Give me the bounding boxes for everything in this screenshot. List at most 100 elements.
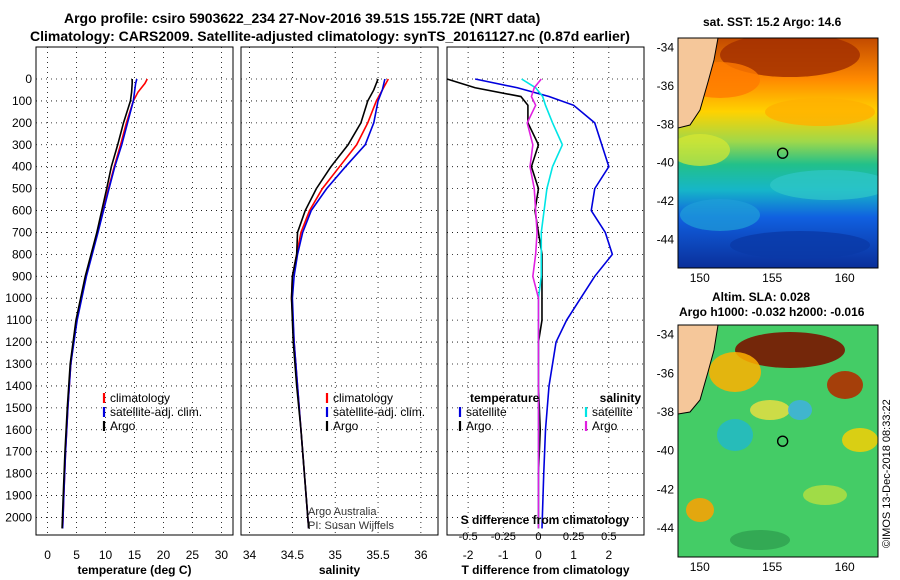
legend-label: Argo <box>110 419 136 433</box>
sla-map-lat-label: -36 <box>657 366 675 380</box>
legend-label: satellite-adj. clim. <box>333 405 425 419</box>
panel-3-xtick-top-label: 0 <box>535 531 541 543</box>
legend-label: Argo <box>466 419 492 433</box>
ytick-label: 700 <box>12 225 32 239</box>
panel-2-xtick-label: 35.5 <box>366 548 390 562</box>
sst-map-lon-label: 155 <box>762 271 782 285</box>
panel-1: 0 5 10 15 20 25 30 temperature (deg C) <box>35 46 234 577</box>
ytick-label: 1700 <box>5 445 32 459</box>
panel-1-series-argo <box>61 79 133 529</box>
legend-label: satellite-adj. clim. <box>110 405 202 419</box>
panel-3-xtick-top-label: -0.25 <box>491 531 516 543</box>
ytick-label: 1200 <box>5 335 32 349</box>
legend-title-temperature: temperature <box>470 391 540 405</box>
sla-map-title-argo-heights: Argo h1000: -0.032 h2000: -0.016 <box>679 305 865 319</box>
panel-3-xtick-label: -2 <box>463 548 474 562</box>
panel-2-xtick-label: 36 <box>414 548 428 562</box>
panel-3-xlabel: T difference from climatology <box>461 563 629 577</box>
sst-map-lat-label: -40 <box>657 156 675 170</box>
ytick-label: 1100 <box>6 313 32 327</box>
panel-3-series-temperature-satellite <box>474 78 614 529</box>
panel-2-xtick-label: 34 <box>243 548 257 562</box>
sst-map-lat-label: -36 <box>657 79 675 93</box>
ytick-label: 1900 <box>5 489 32 503</box>
panel-2-series-satellite-adj-clim- <box>291 78 386 529</box>
sst-map-lon-label: 160 <box>835 271 855 285</box>
ytick-label: 500 <box>12 182 32 196</box>
panel-3: -2 -1 0 1 2T difference from climatology <box>446 46 645 577</box>
panel-1-xtick-label: 0 <box>44 548 51 562</box>
ytick-label: 1000 <box>5 291 32 305</box>
land-australia <box>678 38 718 128</box>
panel-3-xtick-label: -1 <box>498 548 509 562</box>
legend-label: satellite <box>466 405 507 419</box>
panel-2-series-climatology <box>290 78 390 529</box>
panel-3-xtick-top-label: 0.5 <box>601 531 616 543</box>
ytick-label: 1300 <box>5 357 32 371</box>
panel-3-series-temperature-argo <box>446 78 543 529</box>
land-australia-sla <box>678 325 718 414</box>
sst-map-lat-label: -34 <box>657 41 675 55</box>
attribution-program: Argo Australia <box>308 506 377 518</box>
legend-label: Argo <box>333 419 359 433</box>
attribution: Argo Australia PI: Susan Wijffels <box>308 505 394 533</box>
ytick-label: 1400 <box>5 379 32 393</box>
sla-map-lat-label: -44 <box>657 521 675 535</box>
panel-2: 34 34.5 35 35.5 36 salinity <box>240 46 439 577</box>
panel-3-xtick-top-label: 0.25 <box>563 531 584 543</box>
legend-label: climatology <box>333 391 393 405</box>
ytick-label: 100 <box>12 94 32 108</box>
sst-map-lat-label: -44 <box>657 232 675 246</box>
sla-map-lon-label: 160 <box>835 560 855 574</box>
panel-3-xtick-label: 2 <box>605 548 612 562</box>
sla-map-lon-label: 150 <box>690 560 710 574</box>
sla-map-title: Altim. SLA: 0.028 <box>712 290 811 304</box>
sst-map <box>678 38 878 268</box>
ytick-label: 400 <box>12 160 32 174</box>
legend-label: satellite <box>592 405 633 419</box>
sla-map-lat-label: -42 <box>657 482 675 496</box>
sla-map-lon-label: 155 <box>762 560 782 574</box>
panel-1-xtick-label: 10 <box>99 548 113 562</box>
legend-label: climatology <box>110 391 170 405</box>
figure-title: Argo profile: csiro 5903622_234 27-Nov-2… <box>64 10 541 26</box>
attribution-pi: PI: Susan Wijffels <box>308 520 394 532</box>
sst-map-lat-label: -42 <box>657 194 675 208</box>
sla-map-lat-label: -40 <box>657 444 675 458</box>
sst-map-title: sat. SST: 15.2 Argo: 14.6 <box>703 15 842 29</box>
sla-map-lat-label: -38 <box>657 405 675 419</box>
panel-2-xlabel: salinity <box>319 563 361 577</box>
panel-1-xlabel: temperature (deg C) <box>77 563 191 577</box>
figure-subtitle: Climatology: CARS2009. Satellite-adjuste… <box>30 28 630 44</box>
ytick-label: 1800 <box>5 467 32 481</box>
ytick-label: 800 <box>12 247 32 261</box>
ytick-label: 2000 <box>5 510 32 524</box>
panel-2-xtick-label: 35 <box>329 548 343 562</box>
ytick-label: 300 <box>12 138 32 152</box>
sst-map-lon-label: 150 <box>690 271 710 285</box>
panel-1-xtick-label: 15 <box>128 548 142 562</box>
legend-title-salinity: salinity <box>600 391 642 405</box>
panel-1-series-climatology <box>61 78 148 529</box>
panel-1-xtick-label: 20 <box>157 548 171 562</box>
panel-1-xtick-label: 30 <box>215 548 229 562</box>
ytick-label: 0 <box>25 72 32 86</box>
panel-3-series-salinity-argo <box>526 78 542 529</box>
panel-3-xtick-label: 0 <box>535 548 542 562</box>
panel-1-xtick-label: 25 <box>186 548 200 562</box>
ytick-label: 1600 <box>5 423 32 437</box>
legend-label: Argo <box>592 419 618 433</box>
panel-2-series-argo <box>290 78 379 529</box>
panel-3-xtick-label: 1 <box>570 548 577 562</box>
panel-1-xtick-label: 5 <box>73 548 80 562</box>
ytick-label: 600 <box>12 204 32 218</box>
panel-3-xlabel-top: S difference from climatology <box>461 513 630 527</box>
panel-3-frame <box>446 46 645 536</box>
panel-2-xtick-label: 34.5 <box>281 548 305 562</box>
sst-map-argo-marker <box>776 147 789 159</box>
panel-2-frame <box>240 46 439 536</box>
sla-map-lat-label: -34 <box>657 328 675 342</box>
ytick-label: 1500 <box>5 401 32 415</box>
sla-map-argo-marker <box>776 435 789 447</box>
